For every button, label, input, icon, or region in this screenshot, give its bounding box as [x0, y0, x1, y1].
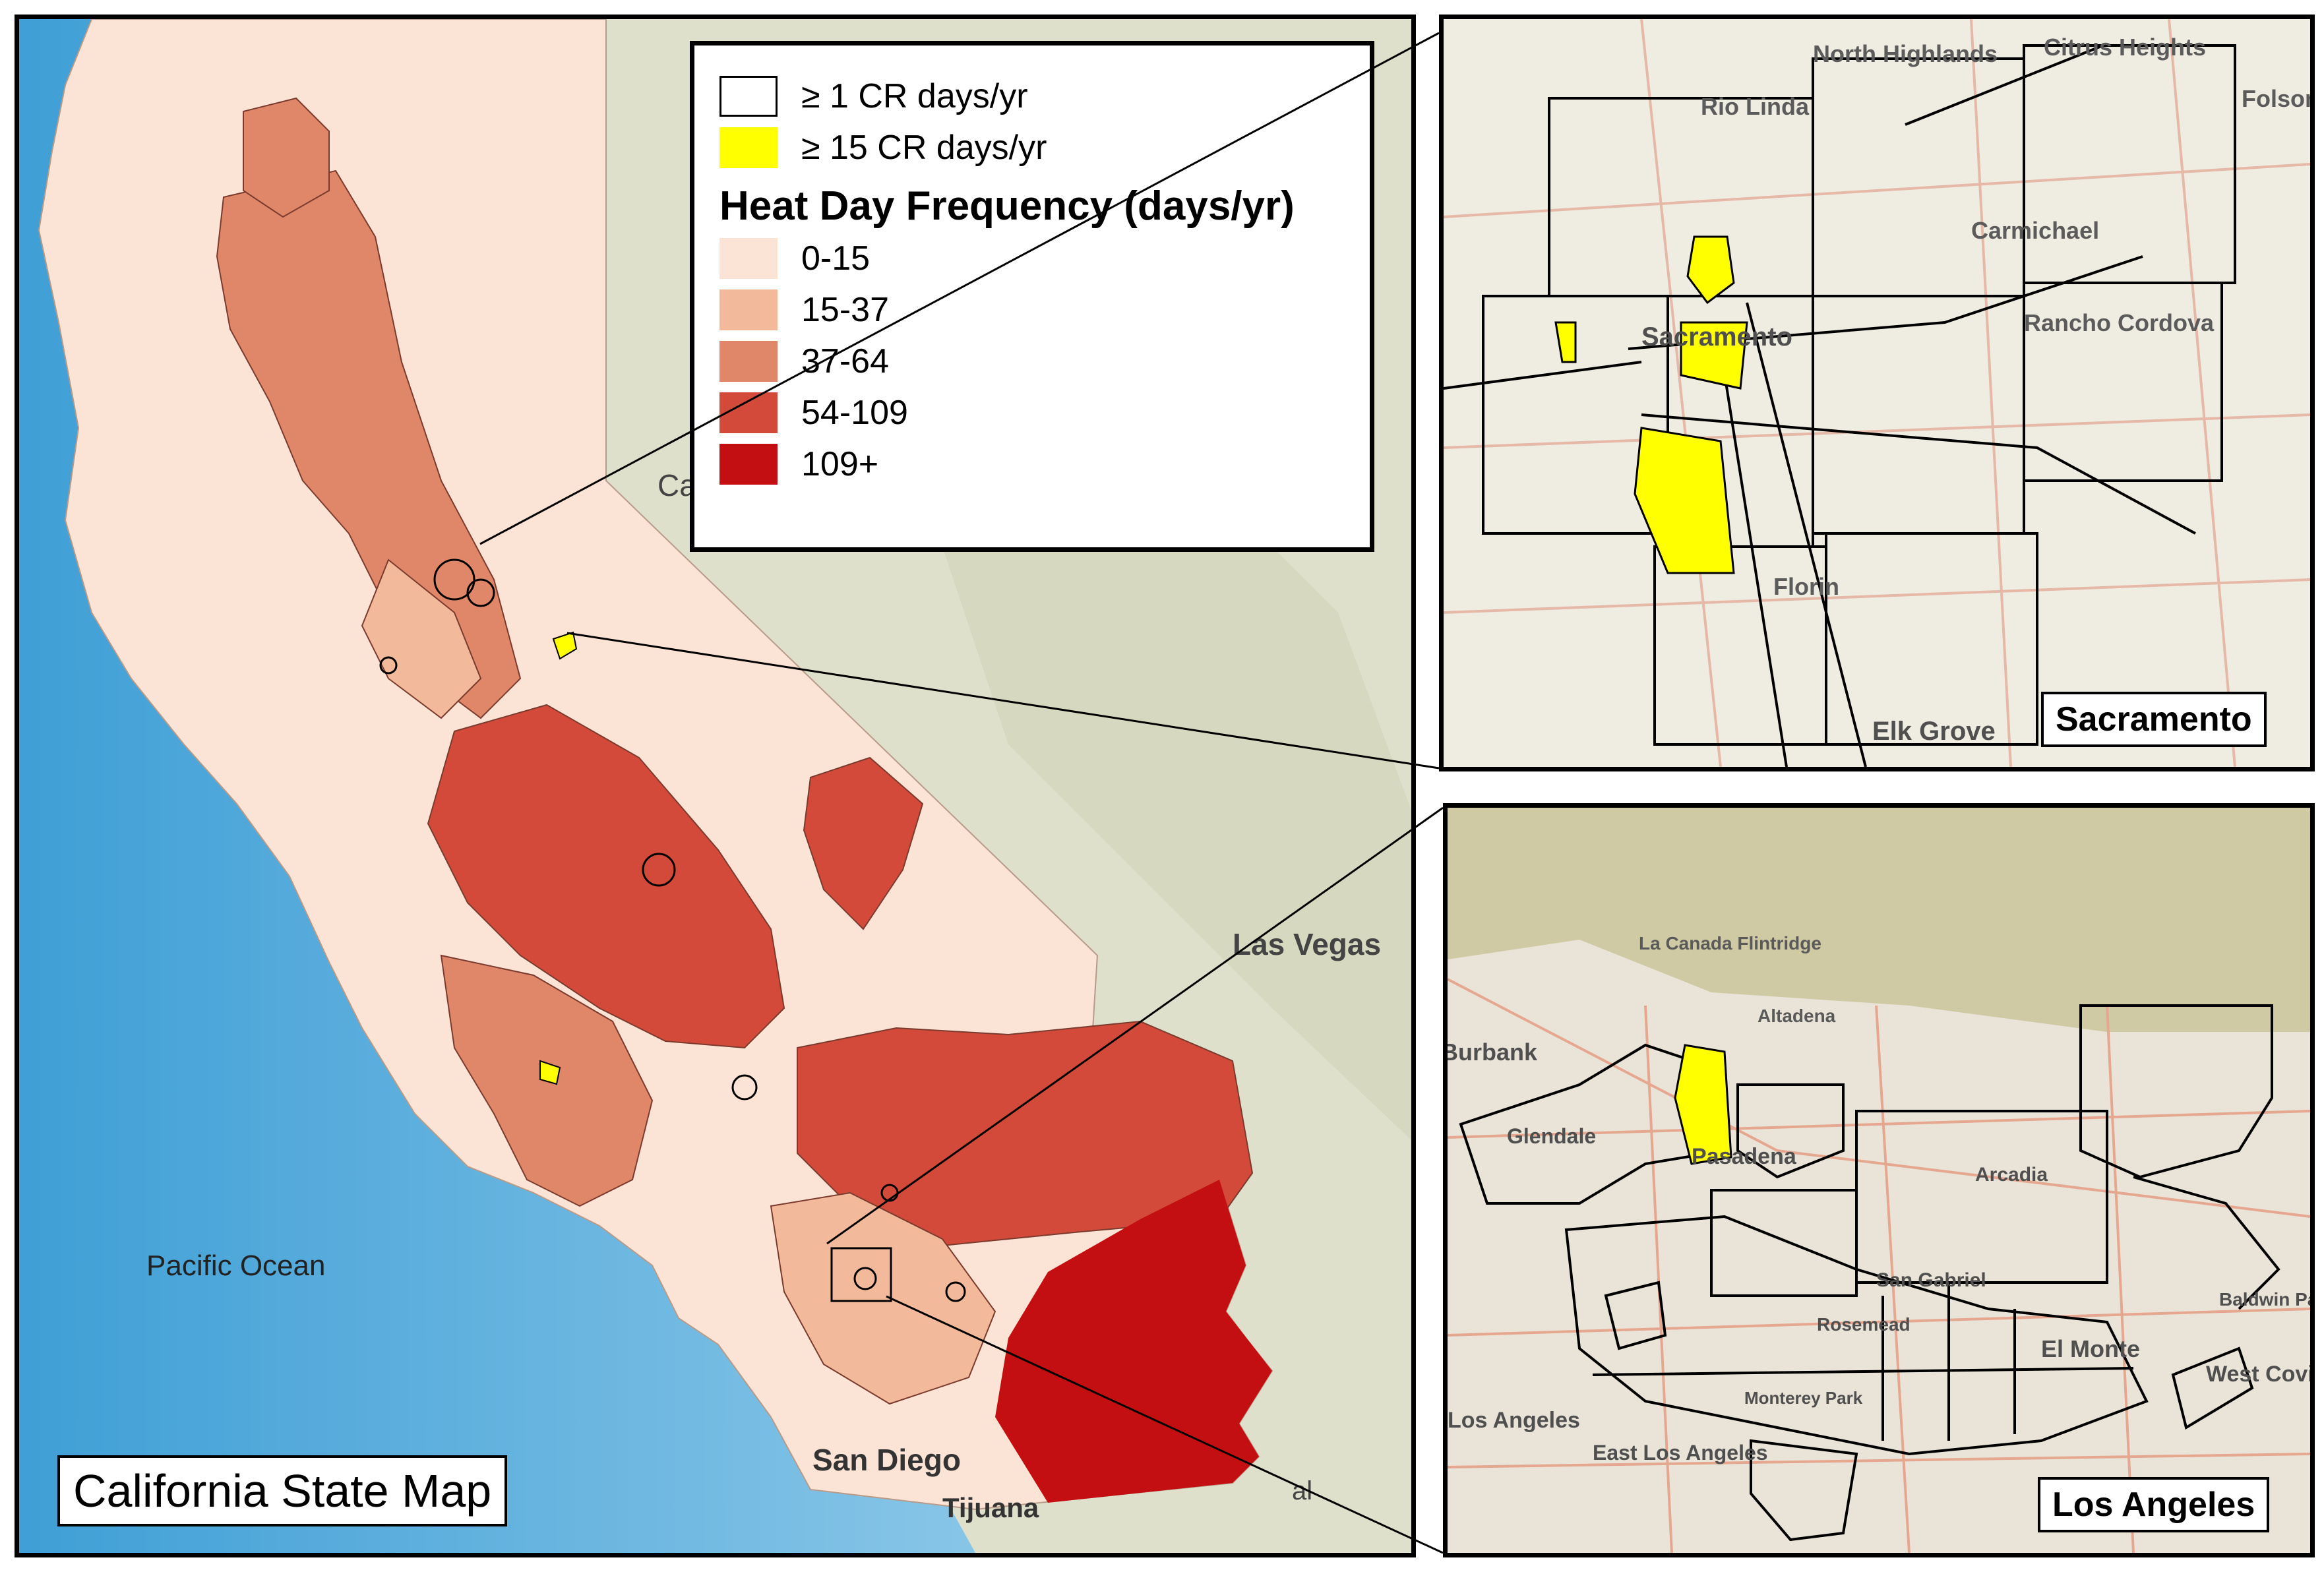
la-inset-label: Los Angeles	[2038, 1477, 2270, 1532]
sac-place-citrus-heights: Citrus Heights	[2044, 34, 2207, 61]
la-reference-box	[830, 1247, 892, 1302]
la-inset-canvas	[1448, 808, 2310, 1553]
sac-place-folsom: Folsom	[2242, 85, 2310, 112]
pacific-ocean-label: Pacific Ocean	[146, 1250, 326, 1282]
sac-place-north-highlands: North Highlands	[1813, 40, 1998, 67]
legend-label-heat-3: 54-109	[801, 394, 908, 432]
sac-place-florin: Florin	[1773, 573, 1839, 600]
legend-swatch-cr-1	[719, 76, 778, 117]
northern-valley-zone	[243, 97, 330, 218]
la-place-la-canada: La Canada Flintridge	[1639, 933, 1821, 953]
legend-label-cr-1: ≥ 1 CR days/yr	[801, 77, 1028, 115]
legend-swatch-heat-2	[719, 341, 778, 382]
california-state-map[interactable]: Pacific Ocean Las Vegas San Diego Tijuan…	[15, 15, 1416, 1557]
legend-cr-15: ≥ 15 CR days/yr	[719, 122, 1370, 173]
la-place-rosemead: Rosemead	[1817, 1314, 1911, 1335]
la-place-pasadena: Pasadena	[1692, 1144, 1796, 1169]
legend-swatch-heat-3	[719, 392, 778, 433]
legend-heat-class-3: 54-109	[719, 387, 1370, 438]
sac-place-elk-grove: Elk Grove	[1872, 717, 1996, 746]
la-place-burbank: Burbank	[1443, 1039, 1538, 1066]
la-place-monterey-park: Monterey Park	[1744, 1388, 1863, 1408]
la-cr-15-tract	[1674, 1044, 1732, 1165]
la-place-altadena: Altadena	[1758, 1006, 1836, 1026]
legend-label-heat-2: 37-64	[801, 342, 889, 380]
la-place-arcadia: Arcadia	[1975, 1164, 2048, 1186]
legend-swatch-cr-15	[719, 127, 778, 168]
la-mountain-area	[1448, 808, 2310, 1032]
la-place-east-los-angeles: East Los Angeles	[1593, 1441, 1768, 1464]
sacramento-inset-label: Sacramento	[2041, 692, 2267, 747]
las-vegas-label: Las Vegas	[1233, 927, 1382, 961]
la-tract-boundaries	[1459, 1004, 2280, 1542]
san-diego-label: San Diego	[812, 1443, 961, 1477]
legend-heat-class-1: 15-37	[719, 284, 1370, 336]
legend-heat-title: Heat Day Frequency (days/yr)	[719, 183, 1295, 229]
la-place-glendale: Glendale	[1507, 1124, 1597, 1148]
legend-label-heat-0: 0-15	[801, 239, 871, 278]
main-map-title: California State Map	[57, 1455, 508, 1526]
sac-place-rancho-cordova: Rancho Cordova	[2024, 309, 2215, 336]
sac-place-sacramento: Sacramento	[1641, 322, 1792, 351]
sacramento-inset-canvas	[1444, 19, 2310, 767]
legend-label-heat-4: 109+	[801, 445, 879, 483]
sacramento-inset-map[interactable]: North Highlands Citrus Heights Rio Linda…	[1439, 15, 2315, 771]
legend-label-heat-1: 15-37	[801, 291, 889, 329]
legend-heat-class-4: 109+	[719, 438, 1370, 490]
legend-swatch-heat-1	[719, 289, 778, 330]
legend-heat-class-0: 0-15	[719, 233, 1370, 284]
legend-swatch-heat-4	[719, 444, 778, 485]
map-legend: ≥ 1 CR days/yr ≥ 15 CR days/yr Heat Day …	[690, 41, 1374, 552]
legend-label-cr-15: ≥ 15 CR days/yr	[801, 129, 1047, 167]
mexicali-fragment-label: al	[1292, 1476, 1313, 1505]
la-place-los-angeles: Los Angeles	[1448, 1408, 1580, 1433]
coast-range-zone	[361, 559, 482, 719]
sacramento-cr-15-tracts	[1554, 235, 1748, 574]
sac-place-carmichael: Carmichael	[1971, 217, 2100, 244]
legend-swatch-heat-0	[719, 238, 778, 279]
legend-heat-class-2: 37-64	[719, 336, 1370, 387]
la-place-el-monte: El Monte	[2041, 1335, 2140, 1362]
la-place-san-gabriel: San Gabriel	[1876, 1269, 1986, 1291]
la-place-baldwin-park: Baldwin Park	[2219, 1289, 2310, 1310]
sac-place-rio-linda: Rio Linda	[1701, 93, 1809, 120]
tijuana-label: Tijuana	[942, 1492, 1039, 1523]
la-place-west-covina: West Covina	[2206, 1362, 2314, 1387]
legend-cr-1: ≥ 1 CR days/yr	[719, 71, 1370, 122]
cr-hotspot-central-coast	[539, 1060, 561, 1085]
los-angeles-inset-map[interactable]: La Canada Flintridge Altadena Burbank Gl…	[1443, 803, 2315, 1557]
